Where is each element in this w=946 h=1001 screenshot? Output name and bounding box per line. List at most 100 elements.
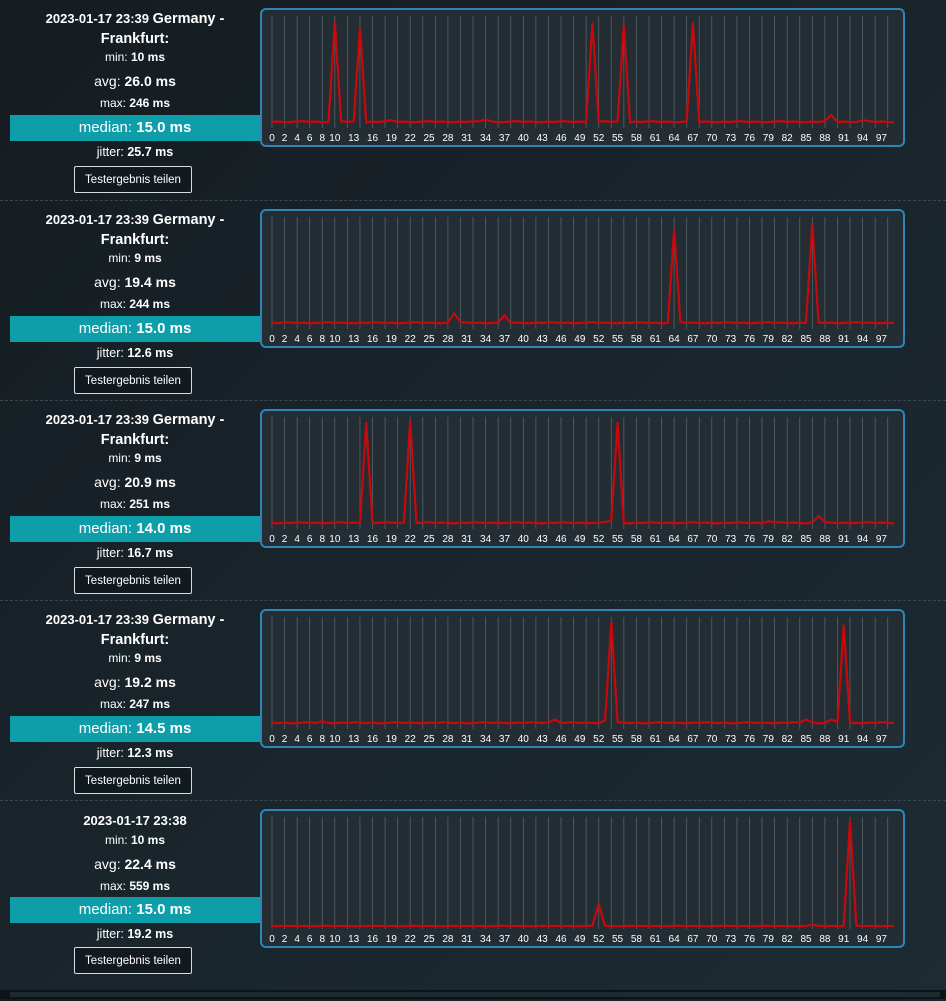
stat-avg-value: 22.4 ms (124, 856, 176, 872)
result-location: Germany - Frankfurt: (100, 11, 225, 47)
x-tick-label: 73 (725, 133, 737, 144)
x-tick-label: 34 (480, 334, 492, 345)
x-tick-label: 85 (800, 133, 812, 144)
x-tick-label: 91 (838, 534, 850, 545)
result-stats: 2023-01-17 23:38 min: 10 ms avg: 22.4 ms… (10, 801, 260, 1001)
x-axis-ticks: 0 2 4 6 8 10 13 16 19 22 25 28 31 34 37 40 43 46 49 52 55 58 6… (269, 334, 887, 345)
share-result-button[interactable]: Testergebnis teilen (74, 947, 192, 974)
chart-grid (271, 16, 889, 128)
stat-max-label: max: (99, 879, 130, 893)
x-tick-label: 0 (269, 133, 275, 144)
x-tick-label: 73 (725, 534, 737, 545)
x-tick-label: 49 (574, 734, 586, 745)
horizontal-scrollbar[interactable] (0, 990, 946, 999)
x-tick-label: 40 (518, 734, 530, 745)
scrollbar-track[interactable] (10, 992, 940, 997)
x-tick-label: 91 (838, 734, 850, 745)
stat-median-value: 15.0 ms (136, 320, 192, 337)
x-tick-label: 13 (348, 734, 360, 745)
ping-chart: 0 2 4 6 8 10 13 16 19 22 25 28 31 34 37 40 43 46 49 52 55 58 6… (260, 609, 905, 748)
x-tick-label: 58 (631, 734, 643, 745)
x-tick-label: 79 (763, 334, 775, 345)
x-tick-label: 82 (782, 334, 794, 345)
stat-max: max: 247 ms (10, 697, 260, 711)
x-tick-label: 25 (424, 734, 436, 745)
x-tick-label: 61 (650, 334, 662, 345)
x-tick-label: 46 (555, 734, 567, 745)
result-title: 2023-01-17 23:39 Germany - Frankfurt: (10, 9, 260, 49)
stat-jitter-label: jitter: (96, 927, 128, 941)
result-stats: 2023-01-17 23:39 Germany - Frankfurt: mi… (10, 201, 260, 401)
stat-min: min: 9 ms (10, 251, 260, 265)
x-tick-label: 88 (819, 934, 831, 945)
stat-min-value: 10 ms (130, 833, 166, 847)
x-tick-label: 2 (282, 334, 288, 345)
share-result-button[interactable]: Testergebnis teilen (74, 166, 192, 193)
x-tick-label: 97 (876, 334, 888, 345)
stat-jitter-label: jitter: (96, 346, 128, 360)
stat-median-value: 15.0 ms (136, 901, 192, 918)
x-tick-label: 0 (269, 734, 275, 745)
result-stats: 2023-01-17 23:39 Germany - Frankfurt: mi… (10, 601, 260, 801)
stat-median-label: median: (78, 720, 137, 737)
x-tick-label: 37 (499, 934, 511, 945)
x-tick-label: 22 (405, 934, 417, 945)
x-tick-label: 31 (461, 133, 473, 144)
x-tick-label: 46 (555, 133, 567, 144)
x-tick-label: 31 (461, 734, 473, 745)
x-tick-label: 52 (593, 534, 605, 545)
x-tick-label: 91 (838, 334, 850, 345)
stat-jitter: jitter: 12.3 ms (10, 746, 260, 760)
ping-series-line (271, 820, 895, 928)
x-tick-label: 37 (499, 334, 511, 345)
x-tick-label: 49 (574, 534, 586, 545)
x-tick-label: 28 (442, 734, 454, 745)
stat-avg-value: 19.2 ms (124, 674, 176, 690)
x-tick-label: 37 (499, 734, 511, 745)
x-tick-label: 52 (593, 133, 605, 144)
x-tick-label: 28 (442, 934, 454, 945)
x-tick-label: 94 (857, 334, 869, 345)
x-tick-label: 22 (405, 133, 417, 144)
share-result-button[interactable]: Testergebnis teilen (74, 367, 192, 394)
x-tick-label: 40 (518, 534, 530, 545)
x-tick-label: 16 (367, 334, 379, 345)
x-tick-label: 58 (631, 934, 643, 945)
x-tick-label: 85 (800, 734, 812, 745)
ping-chart: 0 2 4 6 8 10 13 16 19 22 25 28 31 34 37 40 43 46 49 52 55 58 6… (260, 8, 905, 147)
stat-median-label: median: (78, 901, 137, 918)
x-tick-label: 22 (405, 534, 417, 545)
x-tick-label: 67 (687, 133, 699, 144)
x-tick-label: 79 (763, 934, 775, 945)
x-tick-label: 76 (744, 734, 756, 745)
x-tick-label: 49 (574, 934, 586, 945)
result-entry: 2023-01-17 23:39 Germany - Frankfurt: mi… (0, 600, 946, 800)
x-tick-label: 13 (348, 934, 360, 945)
share-result-button[interactable]: Testergebnis teilen (74, 767, 192, 794)
x-tick-label: 19 (386, 534, 398, 545)
ping-chart: 0 2 4 6 8 10 13 16 19 22 25 28 31 34 37 40 43 46 49 52 55 58 6… (260, 809, 905, 948)
x-tick-label: 73 (725, 734, 737, 745)
x-tick-label: 19 (386, 734, 398, 745)
x-tick-label: 43 (537, 133, 549, 144)
x-tick-label: 25 (424, 133, 436, 144)
share-result-button[interactable]: Testergebnis teilen (74, 567, 192, 594)
stat-median: median: 15.0 ms (10, 115, 260, 141)
x-tick-label: 25 (424, 334, 436, 345)
stat-avg-label: avg: (94, 474, 125, 490)
x-tick-label: 49 (574, 334, 586, 345)
x-tick-label: 97 (876, 133, 888, 144)
stat-avg-label: avg: (94, 274, 125, 290)
stat-median: median: 14.0 ms (10, 516, 260, 542)
chart-grid (271, 817, 889, 929)
stat-avg: avg: 19.2 ms (10, 674, 260, 690)
x-tick-label: 76 (744, 934, 756, 945)
x-tick-label: 40 (518, 334, 530, 345)
stat-min: min: 9 ms (10, 451, 260, 465)
x-tick-label: 10 (329, 934, 341, 945)
stat-min: min: 10 ms (10, 833, 260, 847)
x-tick-label: 76 (744, 334, 756, 345)
x-tick-label: 2 (282, 534, 288, 545)
stat-jitter: jitter: 25.7 ms (10, 145, 260, 159)
x-tick-label: 55 (612, 934, 624, 945)
